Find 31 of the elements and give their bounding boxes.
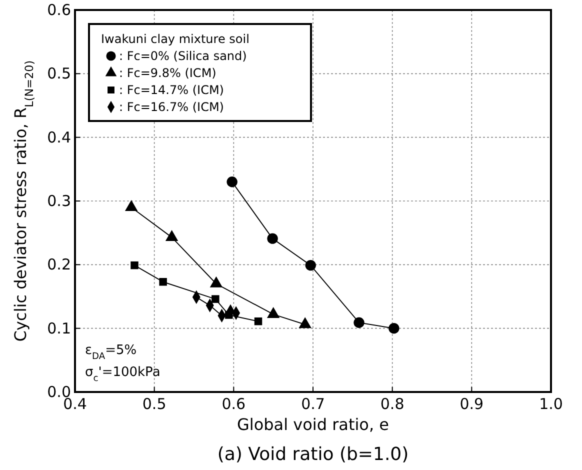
- point: [212, 295, 220, 303]
- annotation: σ$_{c}$'=100kPa: [85, 365, 160, 384]
- point: [254, 317, 262, 326]
- legend-label: : Fc=16.7% (ICM): [119, 100, 224, 114]
- point: [388, 322, 400, 334]
- point: [354, 317, 364, 328]
- y-tick-label: 0.1: [47, 319, 71, 338]
- y-tick-label: 0.4: [47, 128, 71, 146]
- y-tick-label: 0.6: [47, 1, 71, 19]
- x-tick-label: 0.8: [380, 395, 404, 413]
- point: [267, 233, 278, 244]
- y-tick-label: 0.5: [47, 64, 71, 83]
- legend-title: Iwakuni clay mixture soil: [101, 32, 250, 46]
- y-tick-label: 0.3: [47, 192, 71, 210]
- point: [130, 261, 138, 270]
- point: [305, 260, 316, 271]
- legend-label: : Fc=14.7% (ICM): [119, 83, 224, 97]
- y-tick-label: 0.2: [47, 256, 71, 274]
- x-tick-label: 0.5: [142, 395, 166, 413]
- annotation: ε$_{DA}$=5%: [85, 343, 137, 362]
- x-tick-label: 0.9: [460, 395, 484, 413]
- point: [226, 176, 238, 188]
- legend-label: : Fc=0% (Silica sand): [119, 49, 247, 63]
- text: (a) Void ratio (b=1.0): [217, 444, 409, 465]
- x-axis-title: Global void ratio, e: [237, 415, 389, 434]
- x-tick-label: 1.0: [539, 395, 563, 413]
- legend-label: : Fc=9.8% (ICM): [119, 66, 216, 80]
- x-tick-label: 0.7: [301, 395, 325, 413]
- point: [124, 200, 138, 212]
- x-tick-label: 0.6: [222, 395, 246, 413]
- point: [159, 278, 167, 286]
